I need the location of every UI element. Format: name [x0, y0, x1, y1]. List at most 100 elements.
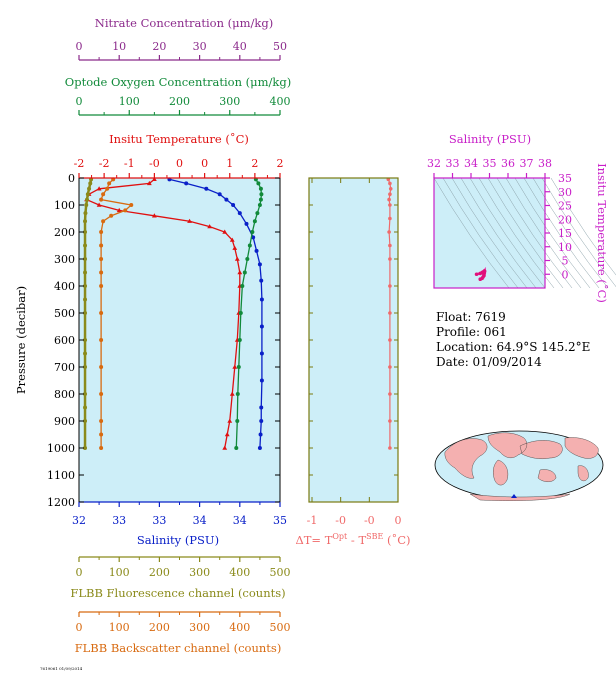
fluorescence-series	[83, 177, 94, 450]
temperature-point	[229, 391, 235, 396]
oxygen-point	[240, 284, 245, 288]
nitrate-axis-title: Nitrate Concentration (μm/kg)	[95, 16, 273, 30]
world-map-land	[444, 432, 599, 501]
temperature-tick-label: 2	[277, 157, 284, 170]
temperature-point	[237, 270, 243, 275]
fluorescence-point	[83, 219, 88, 224]
nitrate-tick-label: 0	[76, 40, 83, 53]
temperature-point	[232, 364, 238, 369]
backscatter-point	[99, 270, 104, 275]
salinity-point	[217, 192, 222, 197]
isopycnal-line	[532, 177, 609, 289]
pressure-tick-label: 1000	[47, 442, 75, 455]
temperature-tick-label: 0	[176, 157, 183, 170]
main-panel-background	[79, 178, 280, 502]
ts-salinity-tick-label: 34	[464, 157, 478, 170]
fluorescence-point	[83, 211, 88, 216]
delta-t-point	[388, 392, 392, 396]
delta-t-point	[388, 181, 392, 186]
oxygen-point	[235, 419, 240, 423]
backscatter-tick-label: 500	[270, 621, 291, 634]
backscatter-point	[99, 419, 104, 423]
backscatter-point	[129, 203, 134, 207]
isopycnal-line	[505, 177, 582, 289]
backscatter-point	[99, 243, 104, 248]
salinity-tick-label: 34	[193, 514, 207, 527]
footer-code: 7619061 01/09/2014	[40, 666, 83, 671]
salinity-tick-label: 32	[72, 514, 86, 527]
temperature-point	[232, 245, 238, 250]
ts-salinity-tick-label: 33	[446, 157, 460, 170]
ts-point	[474, 272, 479, 277]
salinity-point	[237, 211, 242, 216]
oxygen-point	[258, 186, 263, 191]
salinity-point	[244, 221, 249, 226]
oxygen-point	[238, 311, 243, 315]
temperature-tick-label: 1	[226, 157, 233, 170]
backscatter-tick-label: 200	[149, 621, 170, 634]
ts-temperature-tick-label: 35	[558, 172, 572, 185]
salinity-point	[259, 419, 264, 423]
float-id: Float: 7619	[436, 310, 506, 324]
delta-t-tick-label: -0	[335, 514, 346, 527]
backscatter-point	[107, 181, 112, 186]
nitrate-tick-label: 20	[152, 40, 166, 53]
fluorescence-point	[85, 192, 90, 197]
fluorescence-point	[88, 181, 93, 186]
backscatter-point	[101, 219, 106, 224]
fluorescence-tick-label: 300	[189, 566, 210, 579]
backscatter-axis-title: FLBB Backscatter channel (counts)	[75, 641, 282, 655]
delta-t-point	[388, 284, 392, 288]
oxygen-point	[234, 446, 239, 450]
isopycnal-line	[523, 177, 600, 289]
pressure-tick-label: 1100	[47, 469, 75, 482]
backscatter-point	[99, 197, 104, 202]
salinity-point	[259, 278, 264, 283]
fluorescence-point	[87, 186, 92, 191]
ts-temperature-tick-label: 5	[562, 255, 569, 268]
delta-t-point	[388, 192, 392, 196]
pressure-tick-label: 100	[54, 199, 75, 212]
temperature-point	[96, 186, 102, 191]
fluorescence-point	[83, 230, 88, 234]
fluorescence-point	[83, 419, 88, 423]
isopycnal-line	[469, 177, 546, 289]
oxygen-tick-label: 200	[169, 95, 190, 108]
oxygen-point	[235, 392, 240, 396]
fluorescence-tick-label: 100	[109, 566, 130, 579]
nitrate-tick-label: 30	[193, 40, 207, 53]
backscatter-point	[99, 365, 104, 369]
backscatter-point	[99, 392, 104, 396]
oxygen-series	[234, 177, 264, 450]
delta-t-point	[388, 419, 392, 423]
temperature-tick-label: -1	[124, 157, 135, 170]
backscatter-point	[123, 208, 128, 213]
backscatter-tick-label: 0	[76, 621, 83, 634]
temperature-axis-title: Insitu Temperature (˚C)	[109, 132, 249, 146]
isopycnal-line	[442, 177, 519, 289]
temperature-point	[229, 237, 235, 242]
backscatter-point	[105, 186, 110, 191]
ts-diagram-title: Salinity (PSU)	[449, 132, 531, 146]
pressure-tick-label: 600	[54, 334, 75, 347]
oxygen-point	[258, 197, 263, 202]
backscatter-tick-label: 300	[189, 621, 210, 634]
ts-salinity-tick-label: 32	[427, 157, 441, 170]
delta-t-panel-background	[309, 178, 398, 502]
pressure-tick-label: 200	[54, 226, 75, 239]
pressure-tick-label: 300	[54, 253, 75, 266]
salinity-axis-title: Salinity (PSU)	[137, 533, 219, 547]
ts-temperature-tick-label: 0	[562, 268, 569, 281]
ts-temperature-tick-label: 25	[558, 200, 572, 213]
ts-temperature-tick-label: 15	[558, 227, 572, 240]
isopycnal-line	[433, 177, 510, 289]
salinity-point	[231, 203, 236, 207]
pressure-tick-label: 900	[54, 415, 75, 428]
fluorescence-point	[83, 351, 88, 356]
nitrate-tick-label: 50	[273, 40, 287, 53]
backscatter-tick-label: 100	[109, 621, 130, 634]
salinity-tick-label: 33	[152, 514, 166, 527]
oxygen-point	[256, 181, 261, 186]
delta-t-point	[387, 230, 391, 234]
fluorescence-axis: 0 100 200 300 400 500 FLBB Fluorescence chann…	[70, 556, 291, 600]
